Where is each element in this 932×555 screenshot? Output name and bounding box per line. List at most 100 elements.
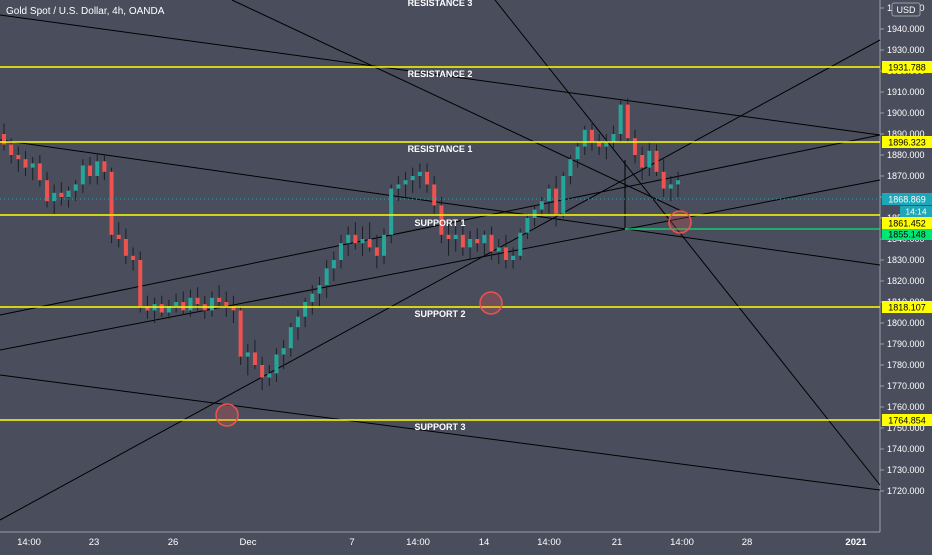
price-axis-labels: 1931.788 1896.323 1868.869 14:14 1861.45… xyxy=(882,61,932,426)
candle-body xyxy=(80,165,85,185)
candle-body xyxy=(66,190,71,197)
candle-body xyxy=(511,255,516,260)
candles xyxy=(2,98,680,391)
price-tick-label: 1730.000 xyxy=(887,465,925,475)
candle-body xyxy=(367,239,372,248)
candle-body xyxy=(102,161,107,172)
time-tick-label: 14:00 xyxy=(17,537,41,548)
support-2-price: 1818.107 xyxy=(888,303,926,313)
candle-body xyxy=(425,171,430,185)
trend-line[interactable] xyxy=(0,374,881,491)
time-tick-label: 14:00 xyxy=(406,537,430,548)
candle-body xyxy=(310,293,315,302)
candle-body xyxy=(410,176,415,181)
resistance-3-label: RESISTANCE 3 xyxy=(408,0,473,8)
support-1-label: SUPPORT 1 xyxy=(414,218,465,228)
candle-body xyxy=(224,302,229,307)
candle-body xyxy=(245,352,250,357)
time-axis[interactable]: 14:00 23 26 Dec 7 14:00 14 14:00 21 14:0… xyxy=(17,537,867,548)
candle-body xyxy=(632,138,637,155)
resistance-1-price: 1896.323 xyxy=(888,138,926,148)
candle-body xyxy=(295,316,300,328)
candle-body xyxy=(417,171,422,176)
marker-circle xyxy=(479,291,503,315)
candle-body xyxy=(676,180,680,185)
candle-body xyxy=(267,373,272,378)
time-tick-label: 28 xyxy=(742,537,753,548)
candle-body xyxy=(374,247,379,256)
candle-body xyxy=(446,234,451,239)
candle-body xyxy=(274,354,279,374)
marker-circle xyxy=(668,210,692,234)
resistance-1-price-tag xyxy=(882,136,932,148)
support-1-price: 1861.452 xyxy=(888,219,926,229)
trend-line[interactable] xyxy=(0,39,881,521)
price-tick-label: 1800.000 xyxy=(887,318,925,328)
symbol-title: Gold Spot / U.S. Dollar, 4h, OANDA xyxy=(6,6,165,17)
price-tick-label: 1760.000 xyxy=(887,402,925,412)
candle-body xyxy=(131,255,136,260)
candle-body xyxy=(288,327,293,349)
candle-body xyxy=(396,184,401,189)
price-tick-label: 1750.000 xyxy=(887,423,925,433)
candle-body xyxy=(546,188,551,202)
candle-body xyxy=(604,142,609,147)
trend-line[interactable] xyxy=(0,139,881,266)
candle-body xyxy=(647,150,652,168)
price-tick-label: 1890.000 xyxy=(887,129,925,139)
candle-body xyxy=(561,176,566,214)
candle-body xyxy=(238,310,243,357)
candle-body xyxy=(489,234,494,252)
candle-body xyxy=(360,239,365,244)
candle-body xyxy=(597,142,602,147)
candle-body xyxy=(174,302,179,307)
trend-line[interactable] xyxy=(231,0,691,216)
countdown: 14:14 xyxy=(905,207,927,217)
price-tick-label: 1930.000 xyxy=(887,45,925,55)
candle-body xyxy=(188,297,193,311)
candle-body xyxy=(525,218,530,233)
price-tick-label: 1830.000 xyxy=(887,255,925,265)
candle-body xyxy=(2,134,6,145)
time-tick-label: 26 xyxy=(168,537,179,548)
candle-body xyxy=(640,155,645,168)
candle-body xyxy=(611,134,616,143)
currency-button-label: USD xyxy=(896,5,916,15)
candle-body xyxy=(346,234,351,244)
support-2-label: SUPPORT 2 xyxy=(414,309,465,319)
candle-body xyxy=(668,184,673,189)
levels xyxy=(0,66,880,421)
trend-line[interactable] xyxy=(0,179,881,351)
price-tick-label: 1770.000 xyxy=(887,381,925,391)
candle-body xyxy=(73,184,78,191)
time-tick-label: Dec xyxy=(240,537,257,548)
candle-body xyxy=(382,234,387,256)
trend-line[interactable] xyxy=(494,0,881,486)
support-1-price-tag xyxy=(882,217,932,229)
candle-body xyxy=(195,297,200,305)
price-tick-label: 1910.000 xyxy=(887,87,925,97)
candle-body xyxy=(453,234,458,239)
candle-body xyxy=(618,104,623,134)
candle-body xyxy=(166,306,171,313)
support-3-label: SUPPORT 3 xyxy=(414,422,465,432)
candle-body xyxy=(468,239,473,248)
price-tick-label: 1900.000 xyxy=(887,108,925,118)
candle-body xyxy=(539,201,544,210)
candle-body xyxy=(123,239,128,256)
candle-body xyxy=(460,234,465,248)
resistance-1-label: RESISTANCE 1 xyxy=(408,144,473,154)
candle-body xyxy=(432,184,437,206)
candle-body xyxy=(575,146,580,160)
trend-line[interactable] xyxy=(0,14,881,136)
candle-body xyxy=(582,129,587,147)
candle-body xyxy=(252,352,257,365)
candle-body xyxy=(59,192,64,197)
candle-body xyxy=(95,161,100,176)
currency-button[interactable] xyxy=(891,2,921,17)
candle-body xyxy=(568,159,573,176)
candle-body xyxy=(9,144,14,155)
